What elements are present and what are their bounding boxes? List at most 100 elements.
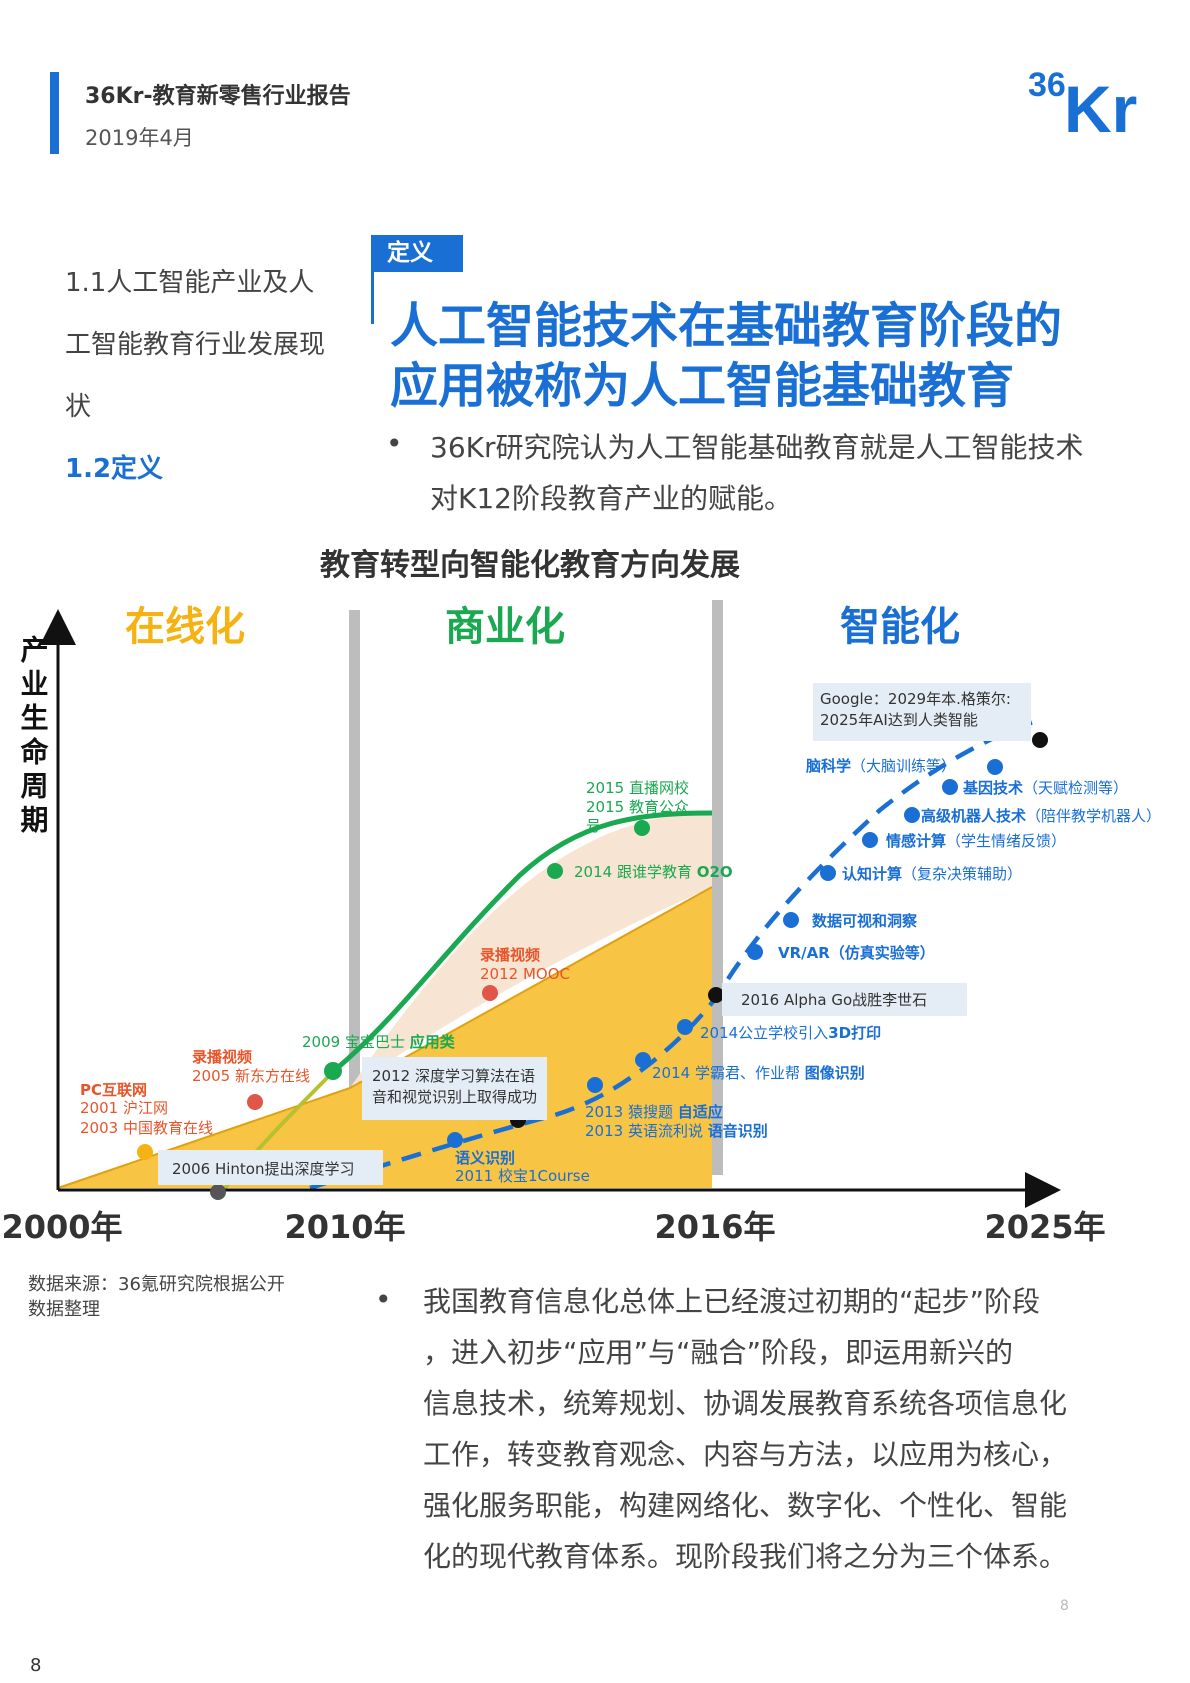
x-tick-label: 2025年	[984, 1208, 1105, 1246]
report-title: 36Kr-教育新零售行业报告	[85, 84, 351, 109]
chart-title: 教育转型向智能化教育方向发展	[320, 548, 740, 583]
y-axis-label: 产业生命周期	[17, 635, 50, 839]
commercial-area	[350, 813, 712, 1088]
definition-text: 对K12阶段教育产业的赋能。	[430, 482, 792, 515]
paragraph-line: 强化服务职能，构建网络化、数字化、个性化、智能	[423, 1489, 1068, 1522]
phase-divider-2016	[712, 600, 723, 1175]
commercial-curve	[333, 810, 713, 1072]
event-label: 音和视觉识别上取得成功	[372, 1088, 537, 1106]
event-label-vrar: VR/AR（仿真实验等）	[778, 944, 935, 962]
svg-text:产业生命周期: 产业生命周期	[17, 635, 50, 839]
event-label: 2001 沪江网	[80, 1099, 168, 1117]
event-label: 2012 深度学习算法在语	[372, 1067, 535, 1085]
event-label-2009: 2009 宝宝巴士 应用类	[302, 1033, 456, 1051]
definition-badge: 定义	[371, 235, 463, 272]
dot-2006	[210, 1184, 226, 1200]
dot-2012-mooc	[482, 985, 498, 1001]
svg-text:Kr: Kr	[1064, 72, 1137, 140]
phase-label-online: 在线化	[125, 604, 245, 650]
data-source: 数据整理	[28, 1299, 100, 1320]
dot-2015	[634, 820, 650, 836]
event-label-brain: 脑科学（大脑训练等）	[806, 757, 956, 775]
event-label: 2012 MOOC	[480, 965, 570, 983]
definition-text: 36Kr研究院认为人工智能基础教育就是人工智能技术	[430, 431, 1084, 464]
event-label-2014: 2014 跟谁学教育 O2O	[574, 863, 733, 881]
dot-affective	[862, 832, 878, 848]
x-tick-label: 2000年	[1, 1208, 122, 1246]
alphago-box	[722, 983, 967, 1016]
event-label: 号	[586, 817, 601, 835]
dot-image	[635, 1052, 651, 1068]
event-label: 2025年AI达到人类智能	[820, 711, 978, 729]
toc-section-line: 1.1人工智能产业及人	[65, 268, 315, 298]
dot-google	[1032, 732, 1048, 748]
event-label: 语义识别	[455, 1149, 515, 1167]
page-mark: 8	[1060, 1598, 1069, 1614]
dot-pc	[137, 1144, 153, 1160]
event-label-affective: 情感计算（学生情绪反馈）	[886, 832, 1066, 850]
paragraph-line: 信息技术，统筹规划、协调发展教育系统各项信息化	[423, 1387, 1068, 1420]
bullet-dot: •	[375, 1283, 392, 1316]
dot-2016-alphago	[708, 987, 724, 1003]
online-area	[58, 887, 712, 1188]
online-line	[57, 886, 713, 1189]
event-label: 录播视频	[480, 946, 540, 964]
dot-cognitive	[820, 865, 836, 881]
event-label: 2015 教育公众	[586, 798, 689, 816]
dot-vrar	[747, 944, 763, 960]
event-label-gene: 基因技术（天赋检测等）	[962, 779, 1128, 797]
dot-3dprint	[677, 1019, 693, 1035]
definition-accent-line	[371, 272, 374, 324]
event-label-cognitive: 认知计算（复杂决策辅助）	[842, 865, 1022, 883]
event-label: 录播视频	[192, 1048, 252, 1066]
event-label-dataviz: 数据可视和洞察	[812, 912, 918, 930]
hinton-box	[158, 1150, 383, 1185]
event-label-adaptive: 2013 猿搜题 自适应	[585, 1103, 723, 1121]
headline-line: 应用被称为人工智能基础教育	[390, 358, 1015, 414]
dot-gene	[942, 779, 958, 795]
timeline-chart: 产业生命周期 在线化 商业化 智能化 2000年 2010年 2016年 202…	[1, 600, 1161, 1246]
dot-2014	[547, 863, 563, 879]
dot-dataviz	[783, 912, 799, 928]
report-date: 2019年4月	[85, 126, 194, 150]
svg-text:36: 36	[1028, 66, 1066, 104]
event-label-hinton: 2006 Hinton提出深度学习	[172, 1160, 354, 1178]
event-label-3dprint: 2014公立学校引入3D打印	[700, 1024, 881, 1042]
event-label: Google：2029年本.格策尔:	[820, 690, 1011, 708]
dot-2009	[324, 1062, 342, 1080]
dot-speech	[587, 1077, 603, 1093]
toc-section-line: 工智能教育行业发展现	[65, 330, 326, 360]
event-label: 2015 直播网校	[586, 779, 689, 797]
headline-line: 人工智能技术在基础教育阶段的	[390, 298, 1063, 354]
dot-2005	[247, 1094, 263, 1110]
event-label-pc-title: PC互联网	[80, 1081, 147, 1099]
page-number: 8	[30, 1655, 42, 1676]
paragraph-line: ，进入初步“应用”与“融合”阶段，即运用新兴的	[423, 1336, 1014, 1369]
event-label-speech: 2013 英语流利说 语音识别	[585, 1122, 768, 1140]
data-source: 数据来源：36氪研究院根据公开	[28, 1274, 285, 1295]
toc-current-section: 1.2定义	[65, 454, 164, 484]
google-box	[813, 683, 1031, 741]
phase-label-commercial: 商业化	[445, 604, 565, 650]
event-label: 2005 新东方在线	[192, 1067, 310, 1085]
dot-robot	[904, 807, 920, 823]
event-label: 2003 中国教育在线	[80, 1119, 213, 1137]
bullet-dot: •	[386, 427, 403, 460]
event-label-alphago: 2016 Alpha Go战胜李世石	[741, 991, 927, 1009]
event-label-robot: 高级机器人技术（陪伴教学机器人）	[921, 807, 1161, 825]
x-tick-label: 2016年	[654, 1208, 775, 1246]
header-accent-bar	[50, 72, 59, 154]
dot-brain	[987, 759, 1003, 775]
36kr-logo: 36 Kr	[1028, 66, 1137, 140]
x-tick-label: 2010年	[284, 1208, 405, 1246]
paragraph-line: 工作，转变教育观念、内容与方法，以应用为核心，	[423, 1438, 1068, 1471]
event-label: 2011 校宝1Course	[455, 1167, 590, 1185]
dl2012-box	[362, 1057, 547, 1120]
dot-semantic	[447, 1132, 463, 1148]
event-label-image: 2014 学霸君、作业帮 图像识别	[652, 1064, 865, 1082]
toc-section-line: 状	[65, 392, 92, 422]
phase-divider-2010	[349, 610, 360, 1175]
phase-label-intelligent: 智能化	[840, 604, 960, 650]
paragraph-line: 我国教育信息化总体上已经渡过初期的“起步”阶段	[423, 1285, 1041, 1318]
paragraph-line: 化的现代教育体系。现阶段我们将之分为三个体系。	[423, 1540, 1068, 1573]
